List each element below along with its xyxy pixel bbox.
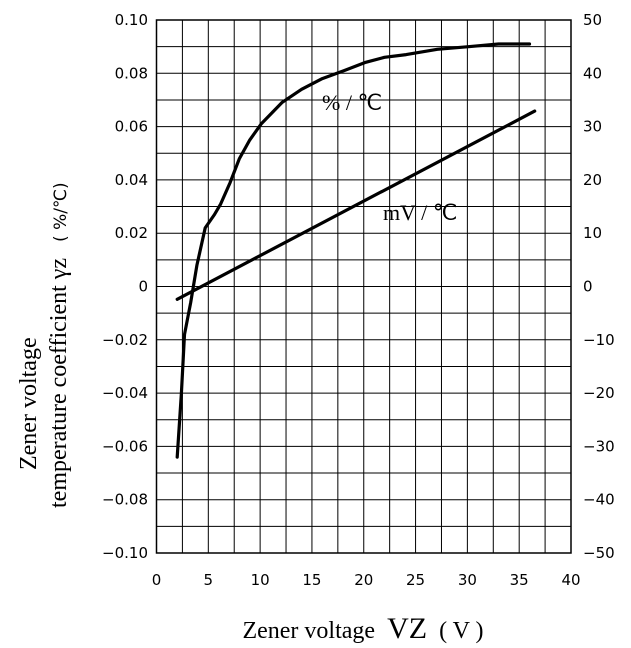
y-left-tick-label: −0.06 — [102, 437, 148, 455]
y-left-tick-labels: 0.10 0.08 0.06 0.04 0.02 0 −0.02 −0.04 −0.06 −0.0… — [102, 11, 148, 562]
y-left-tick-label: −0.10 — [102, 544, 148, 562]
y-right-tick-label: 20 — [583, 171, 602, 189]
x-tick-label: 15 — [302, 571, 321, 589]
series-line-mv-per-c — [175, 109, 537, 301]
y-axis-unit: ( %/℃) — [51, 182, 71, 242]
y-left-tick-label: 0.02 — [115, 224, 148, 242]
y-axis-title-line2: temperature coefficient γz ( %/℃) — [46, 182, 72, 508]
series-curves — [175, 42, 537, 459]
x-tick-label: 0 — [152, 571, 162, 589]
x-axis-title-text: Zener voltage — [242, 618, 375, 644]
y-left-tick-label: −0.02 — [102, 331, 148, 349]
y-right-tick-label: −10 — [583, 331, 615, 349]
plot-frame — [155, 19, 572, 554]
y-right-tick-label: 0 — [583, 278, 593, 296]
x-axis-title: Zener voltage VZ ( V ) — [242, 612, 483, 645]
y-left-tick-label: 0.10 — [115, 11, 148, 29]
y-right-tick-label: 30 — [583, 118, 602, 136]
y-left-tick-label: 0.04 — [115, 171, 148, 189]
y-axis-title-line1: Zener voltage — [16, 337, 42, 470]
y-right-tick-label: −40 — [583, 491, 615, 509]
x-tick-label: 35 — [510, 571, 529, 589]
x-tick-label: 30 — [458, 571, 477, 589]
y-right-tick-label: 40 — [583, 64, 602, 82]
y-left-tick-label: 0.06 — [115, 118, 148, 136]
x-tick-label: 25 — [406, 571, 425, 589]
gridlines — [156, 20, 571, 553]
y-right-tick-label: −30 — [583, 437, 615, 455]
series-line-percent-per-c — [175, 42, 532, 459]
y-right-tick-label: 10 — [583, 224, 602, 242]
y-left-tick-label: 0.08 — [115, 64, 148, 82]
y-left-tick-label: −0.04 — [102, 384, 148, 402]
y-axis-title-text: temperature coefficient γz — [46, 258, 72, 508]
x-axis-symbol: VZ — [387, 612, 427, 645]
y-right-tick-label: −50 — [583, 544, 615, 562]
x-tick-label: 40 — [561, 571, 580, 589]
x-tick-label: 20 — [354, 571, 373, 589]
x-tick-label: 10 — [251, 571, 270, 589]
series-label-percent-per-c: % / ℃ — [322, 90, 382, 115]
x-tick-labels: 0 5 10 15 20 25 30 35 40 — [152, 571, 581, 589]
y-left-tick-label: 0 — [138, 278, 148, 296]
y-right-tick-label: −20 — [583, 384, 615, 402]
y-right-tick-labels: 50 40 30 20 10 0 −10 −20 −30 −40 −50 — [583, 11, 615, 562]
y-right-tick-label: 50 — [583, 11, 602, 29]
x-axis-unit: ( V ) — [439, 618, 483, 644]
y-left-tick-label: −0.08 — [102, 491, 148, 509]
series-label-mv-per-c: mV / ℃ — [383, 200, 457, 225]
x-tick-label: 5 — [204, 571, 214, 589]
